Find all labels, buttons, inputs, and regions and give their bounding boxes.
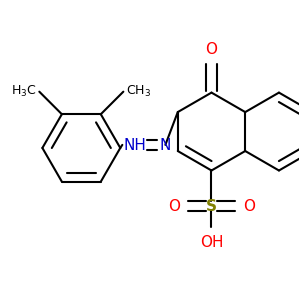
Text: OH: OH [200,235,223,250]
Text: O: O [168,199,180,214]
Text: O: O [243,199,255,214]
Text: H$_3$C: H$_3$C [11,84,36,99]
Text: NH: NH [123,138,146,153]
Text: S: S [206,199,217,214]
Text: O: O [206,42,218,57]
Text: N: N [160,138,171,153]
Text: CH$_3$: CH$_3$ [126,84,152,99]
